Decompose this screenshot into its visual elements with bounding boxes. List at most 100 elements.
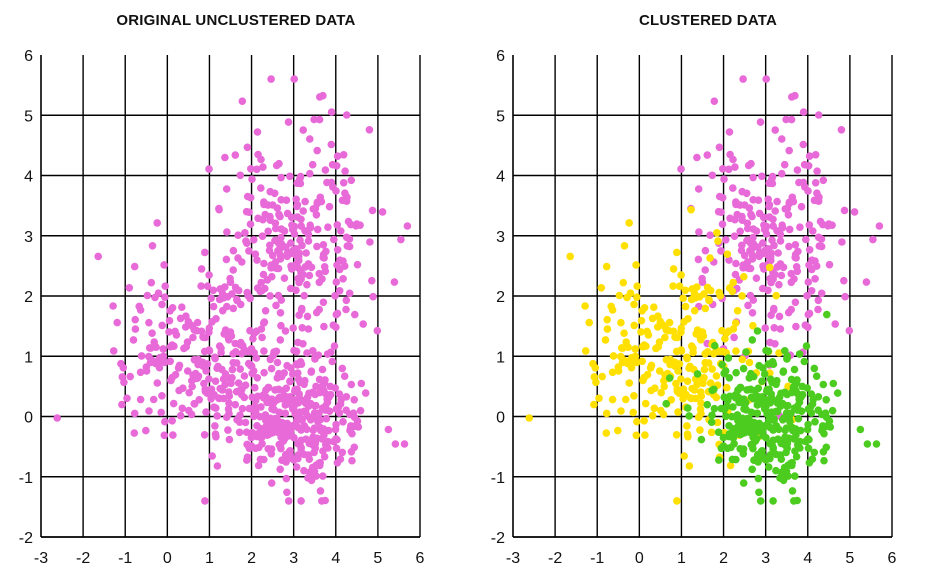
data-point — [293, 252, 302, 261]
data-point — [317, 383, 326, 392]
data-point — [799, 140, 808, 149]
data-point — [673, 497, 681, 505]
data-point — [229, 358, 237, 367]
data-point — [823, 310, 831, 319]
data-point — [683, 354, 691, 363]
data-point — [693, 380, 701, 389]
data-point — [708, 411, 716, 420]
data-point — [242, 428, 251, 437]
data-point — [338, 448, 347, 457]
data-point — [778, 135, 786, 143]
data-point — [293, 202, 301, 211]
data-point — [720, 175, 728, 183]
data-point — [619, 278, 628, 287]
data-point — [838, 238, 846, 246]
data-point — [221, 370, 230, 378]
data-point — [330, 235, 338, 244]
data-point — [303, 312, 312, 321]
data-point — [239, 341, 247, 350]
data-point — [747, 408, 755, 417]
data-point — [775, 349, 783, 357]
data-point — [322, 247, 330, 256]
data-point — [591, 364, 600, 372]
data-point — [695, 228, 703, 236]
data-point — [597, 284, 606, 292]
data-point — [696, 426, 704, 434]
data-point — [197, 282, 205, 290]
data-point — [706, 286, 715, 295]
data-point — [242, 237, 250, 245]
data-point — [315, 115, 324, 124]
data-point — [815, 242, 824, 250]
data-point — [238, 404, 247, 413]
data-point — [760, 401, 769, 410]
data-point — [253, 392, 262, 401]
data-point — [338, 364, 347, 373]
data-point — [803, 292, 811, 300]
data-point — [748, 336, 757, 344]
data-point — [726, 214, 734, 223]
data-point — [224, 405, 233, 413]
data-point — [130, 409, 139, 418]
data-point — [294, 454, 302, 463]
data-point — [710, 404, 719, 413]
data-point — [137, 352, 146, 360]
data-point — [738, 292, 746, 300]
data-point — [319, 447, 327, 455]
data-point — [265, 397, 274, 406]
data-point — [787, 115, 796, 124]
data-point — [713, 229, 721, 237]
data-point — [777, 271, 786, 280]
data-point — [267, 479, 276, 487]
data-point — [630, 321, 638, 330]
data-point — [356, 406, 365, 415]
data-point — [282, 398, 290, 407]
data-point — [282, 196, 291, 204]
data-point — [226, 328, 235, 336]
data-point — [260, 259, 268, 268]
data-point — [277, 225, 286, 233]
data-point — [289, 421, 298, 430]
data-point — [254, 214, 262, 223]
data-point — [201, 385, 209, 394]
data-point — [602, 409, 611, 418]
data-point — [706, 379, 715, 387]
data-point — [631, 345, 639, 353]
data-point — [623, 293, 631, 302]
data-point — [673, 248, 681, 257]
data-point — [804, 444, 813, 453]
data-point — [247, 165, 255, 173]
data-point — [701, 350, 709, 358]
data-point — [761, 324, 769, 332]
data-point — [641, 431, 649, 439]
data-point — [784, 211, 793, 219]
data-point — [187, 410, 196, 419]
data-point — [837, 126, 846, 134]
data-point — [696, 405, 705, 413]
data-point — [781, 433, 789, 442]
data-point — [770, 415, 778, 423]
data-point — [736, 430, 745, 439]
x-tick-label: 4 — [331, 550, 340, 567]
data-point — [205, 165, 213, 173]
data-point — [739, 364, 748, 373]
data-point — [728, 412, 736, 421]
data-point — [608, 395, 617, 404]
data-point — [621, 395, 630, 404]
data-point — [710, 97, 719, 105]
data-point — [213, 412, 221, 420]
data-point — [397, 235, 405, 244]
x-tick-label: 4 — [803, 550, 812, 567]
data-point — [682, 390, 690, 399]
data-point — [731, 163, 739, 171]
data-point — [788, 487, 797, 495]
data-point — [241, 229, 249, 237]
data-point — [690, 306, 699, 315]
data-point — [305, 468, 314, 477]
data-point — [722, 236, 730, 244]
data-point — [306, 221, 315, 229]
data-point — [738, 355, 747, 364]
y-tick-label: 5 — [24, 108, 33, 125]
data-point — [289, 224, 298, 233]
data-point — [236, 365, 244, 373]
